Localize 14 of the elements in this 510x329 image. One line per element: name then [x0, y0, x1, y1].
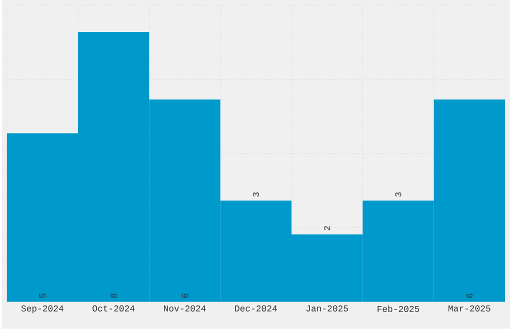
data-label: 8 — [110, 294, 117, 298]
data-label: 6 — [182, 294, 188, 298]
data-label: 3 — [252, 192, 259, 197]
x-tick-label: Feb-2025 — [378, 306, 420, 312]
x-tick-label: Jan-2025 — [306, 306, 348, 312]
x-tick-label: Mar-2025 — [448, 306, 490, 312]
x-tick-label: Nov-2024 — [164, 306, 206, 312]
data-label: 2 — [324, 226, 330, 230]
data-label: 6 — [466, 294, 472, 298]
data-label: 5 — [39, 294, 46, 298]
data-label: 3 — [395, 192, 402, 197]
x-tick-label: Dec-2024 — [235, 306, 277, 312]
x-tick-label: Sep-2024 — [21, 306, 64, 314]
x-tick-label: Oct-2024 — [92, 306, 135, 312]
